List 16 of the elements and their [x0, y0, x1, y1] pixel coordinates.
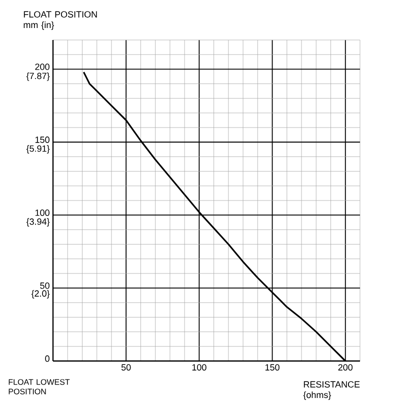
y-tick-label: 0: [45, 355, 50, 362]
y-tick-label: 200: [35, 64, 50, 70]
x-tick-label: 100: [192, 364, 206, 371]
y2-tick-label: {7.87}: [26, 72, 50, 81]
y2-tick-label: {2.0}: [31, 290, 50, 298]
y-tick-label: 100: [35, 210, 50, 216]
y-tick-label: 150: [35, 136, 50, 143]
y2-tick-label: {5.91}: [26, 145, 50, 154]
y2-tick-label: {3.94}: [26, 218, 50, 227]
text: FLOAT LOWEST POSITION: [8, 379, 70, 394]
x-tick-label: 200: [338, 364, 353, 371]
y-axis-title: FLOAT POSITION mm {in}: [24, 11, 97, 30]
x-tick-label: 150: [265, 364, 280, 371]
x-axis-title: RESISTANCE {ohms}: [303, 381, 360, 400]
x-tick-label: 50: [121, 364, 131, 371]
y-tick-label: 50: [40, 282, 50, 289]
